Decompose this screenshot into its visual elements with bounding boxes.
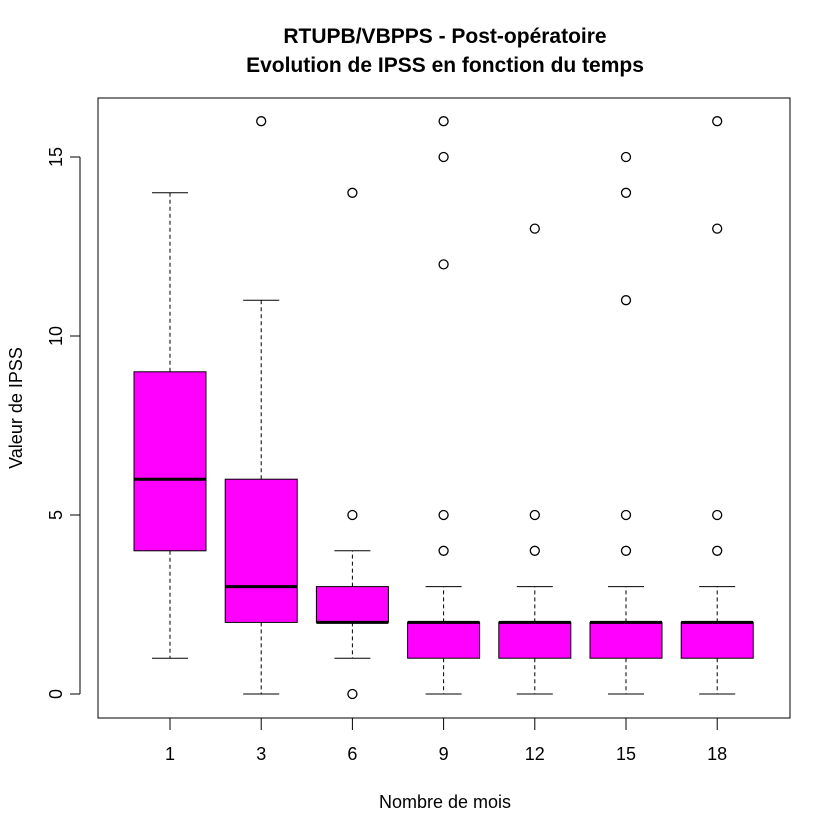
iqr-box — [407, 621, 481, 659]
boxes-layer — [133, 116, 754, 700]
outlier-point — [438, 545, 449, 556]
iqr-box — [315, 586, 389, 623]
outlier-point — [712, 545, 723, 556]
box-group-18 — [680, 116, 754, 695]
y-tick-label: 10 — [46, 326, 66, 346]
outlier-point — [529, 509, 540, 521]
y-axis-label: Valeur de IPSS — [6, 347, 26, 469]
x-tick-label: 12 — [525, 744, 545, 764]
y-tick-label: 15 — [46, 147, 66, 167]
y-tick-label: 0 — [46, 689, 66, 699]
y-axis: 0 5 10 15 — [46, 147, 81, 699]
y-tick-label: 5 — [46, 510, 66, 520]
x-tick-label: 3 — [256, 744, 266, 764]
x-tick-label: 15 — [616, 744, 636, 764]
chart-title-line1: RTUPB/VBPPS - Post-opératoire — [283, 25, 606, 48]
outlier-point — [347, 688, 358, 700]
x-tick-label: 9 — [439, 744, 449, 764]
outlier-point — [347, 509, 358, 521]
outlier-point — [529, 545, 540, 556]
box-group-6 — [315, 187, 389, 700]
outlier-point — [712, 223, 723, 234]
outlier-point — [620, 187, 632, 198]
x-axis: 1 3 6 9 12 15 18 — [165, 717, 727, 764]
outlier-point — [712, 116, 723, 127]
iqr-box — [680, 621, 754, 659]
iqr-box — [133, 371, 207, 552]
outlier-point — [438, 116, 449, 127]
box-group-15 — [589, 151, 663, 695]
x-tick-label: 6 — [347, 744, 357, 764]
iqr-box — [224, 478, 298, 623]
outlier-point — [438, 509, 449, 521]
x-tick-label: 18 — [707, 744, 727, 764]
outlier-point — [256, 116, 267, 127]
box-group-9 — [407, 116, 481, 695]
outlier-point — [620, 295, 632, 306]
box-group-3 — [224, 116, 298, 695]
iqr-box — [498, 621, 572, 659]
outlier-point — [620, 151, 632, 163]
outlier-point — [712, 509, 723, 521]
chart-title-line2: Evolution de IPSS en fonction du temps — [246, 54, 644, 77]
outlier-point — [529, 223, 540, 234]
x-tick-label: 1 — [165, 744, 175, 764]
box-group-1 — [133, 192, 207, 659]
outlier-point — [347, 187, 358, 198]
iqr-box — [589, 621, 663, 659]
x-axis-label: Nombre de mois — [379, 792, 511, 812]
box-group-12 — [498, 223, 572, 695]
outlier-point — [620, 545, 632, 556]
outlier-point — [438, 259, 449, 270]
outlier-point — [438, 151, 449, 163]
outlier-point — [620, 509, 632, 521]
